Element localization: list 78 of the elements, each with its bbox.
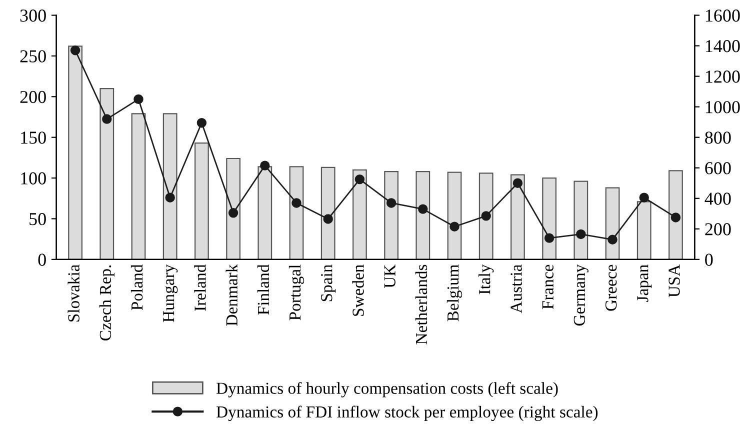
y2-tick-label: 1200: [706, 70, 740, 83]
point: [70, 45, 80, 56]
bar: [258, 166, 272, 260]
bar: [416, 170, 430, 260]
x-tick-label: Finland: [257, 264, 270, 315]
y-tick-label: 0: [38, 254, 46, 266]
bar: [605, 187, 620, 260]
bar: [510, 174, 525, 260]
bar: [194, 142, 209, 260]
x-tick-label: Portugal: [288, 264, 304, 320]
y-tick-label: 100: [21, 172, 46, 184]
y2-tick-label: 1000: [706, 101, 740, 114]
x-tick-label: Slovakia: [68, 264, 80, 322]
point: [323, 214, 333, 224]
point: [481, 211, 491, 221]
y-tick-label: 300: [20, 10, 46, 22]
x-tick-label: Belgium: [446, 264, 462, 322]
point: [134, 94, 144, 104]
point: [512, 178, 523, 188]
x-tick-label: Denmark: [226, 264, 238, 326]
y2-tick-label: 800: [705, 132, 731, 144]
point: [102, 114, 112, 124]
bar: [68, 46, 82, 260]
y-tick-label: 150: [21, 132, 46, 144]
y-tick-label: 50: [30, 212, 46, 226]
y2-tick-label: 400: [704, 192, 731, 205]
x-tick-label: Poland: [130, 264, 143, 310]
bar: [574, 180, 588, 260]
bar: [100, 88, 114, 260]
y2-tick-label: 200: [705, 223, 731, 236]
point: [260, 160, 270, 170]
point: [165, 192, 175, 202]
x-tick-label: UK: [384, 264, 396, 288]
x-tick-label: Japan: [637, 264, 652, 302]
y2-tick-label: 1600: [706, 10, 740, 22]
point: [292, 198, 302, 208]
point: [354, 174, 365, 184]
bar: [542, 177, 556, 260]
legend-label: Dynamics of hourly compensation costs (left scale): [216, 382, 558, 398]
point: [450, 222, 460, 232]
bar: [352, 169, 367, 260]
legend-label: Dynamics of FDI inflow stock per employee (right scale): [216, 406, 598, 421]
y2-tick-label: 0: [705, 254, 713, 266]
bar: [447, 172, 462, 260]
bar: [226, 158, 240, 260]
bar: [636, 201, 652, 260]
bar: [131, 113, 146, 260]
bar: [478, 172, 494, 260]
point: [418, 204, 428, 214]
point: [670, 212, 681, 222]
x-tick-label: Austria: [510, 264, 522, 314]
x-tick-label: Greece: [605, 264, 617, 311]
point: [386, 198, 396, 208]
x-tick-label: France: [542, 264, 554, 310]
bar: [162, 113, 178, 260]
point: [608, 234, 618, 244]
y2-tick-label: 600: [705, 162, 731, 174]
x-tick-label: Italy: [478, 264, 494, 294]
bar: [668, 170, 683, 260]
x-tick-label: Czech Rep.: [99, 265, 114, 340]
point: [196, 118, 207, 128]
point: [576, 229, 586, 240]
point: [228, 208, 238, 218]
x-tick-label: Spain: [321, 264, 336, 302]
x-tick-label: Sweden: [352, 264, 364, 316]
point: [639, 192, 649, 202]
x-tick-label: Germany: [574, 264, 588, 326]
y-tick-label: 200: [20, 90, 46, 104]
y2-tick-label: 1400: [706, 40, 740, 52]
point: [544, 233, 554, 243]
bar: [320, 166, 336, 260]
x-tick-label: USA: [668, 264, 680, 298]
x-tick-label: Hungary: [163, 264, 178, 322]
x-tick-label: Netherlands: [415, 264, 428, 344]
bar: [289, 166, 304, 260]
y-tick-label: 250: [20, 50, 46, 62]
bar: [384, 170, 398, 260]
x-tick-label: Ireland: [194, 264, 206, 311]
